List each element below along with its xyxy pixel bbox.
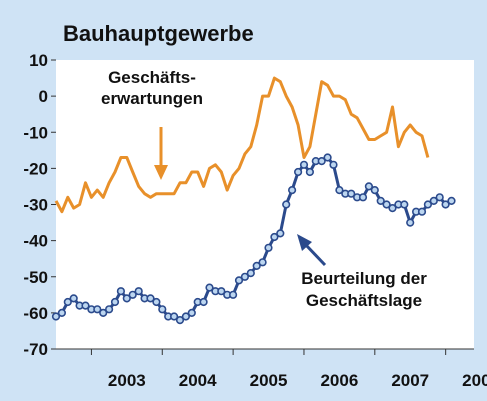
chart-title: Bauhauptgewerbe [63, 21, 254, 46]
data-point-lage [317, 157, 326, 166]
x-tick-label: 2005 [250, 371, 288, 390]
data-point-lage [104, 305, 114, 314]
annotation-lage-line: Beurteilung der [301, 269, 427, 288]
data-point-lage [270, 232, 279, 242]
annotation-lage-line: Geschäftslage [306, 291, 422, 310]
x-tick-label: 2006 [320, 371, 358, 390]
data-point-lage [122, 294, 131, 303]
data-point-lage [335, 186, 344, 195]
data-point-lage [51, 312, 61, 321]
data-point-lage [294, 167, 303, 177]
data-point-lage [347, 189, 356, 198]
data-point-lage [158, 305, 167, 314]
data-point-lage [329, 160, 338, 169]
y-tick-label: -50 [23, 268, 48, 287]
data-point-lage [99, 308, 108, 318]
data-point-lage [134, 287, 143, 296]
data-point-lage [116, 287, 125, 296]
data-point-lage [435, 193, 444, 202]
y-axis: 10 0 -10 -20 -30 -40 -50 -60 -70 [23, 51, 56, 359]
y-tick-label: -70 [23, 340, 48, 359]
data-point-lage [234, 276, 244, 285]
data-point-lage [382, 200, 391, 209]
series-layer [51, 76, 456, 325]
x-tick-label: 2003 [108, 371, 146, 390]
data-point-lage [364, 182, 374, 191]
annotation-erwartungen-line: erwartungen [101, 89, 203, 108]
data-point-lage [93, 305, 102, 314]
data-point-lage [423, 200, 433, 209]
data-point-lage [441, 200, 450, 209]
data-point-lage [264, 243, 273, 252]
x-tick-label: 2004 [179, 371, 217, 390]
data-point-lage [376, 196, 385, 205]
data-point-lage [358, 193, 368, 202]
data-point-lage [305, 167, 315, 177]
y-tick-label: -30 [23, 196, 48, 215]
data-point-lage [170, 312, 179, 321]
annotations: Geschäfts-erwartungen Beurteilung der Gesc… [101, 68, 427, 310]
data-point-lage [152, 297, 161, 307]
y-tick-label: 10 [29, 51, 48, 70]
x-tick-label: 2007 [391, 371, 429, 390]
x-tick-label: 2008 [462, 371, 487, 390]
annotation-lage-arrowhead [297, 234, 312, 251]
data-point-lage [187, 308, 196, 318]
data-point-lage [282, 200, 291, 209]
annotation-lage-arrow [303, 242, 327, 267]
x-axis: 2003 2004 2005 2006 2007 2008 [56, 348, 487, 390]
data-point-lage [447, 196, 456, 205]
data-point-lage [146, 294, 155, 303]
data-point-lage [400, 200, 409, 209]
data-point-lage [246, 269, 255, 278]
y-tick-label: -60 [23, 304, 48, 323]
data-point-lage [69, 294, 78, 303]
data-point-lage [217, 287, 226, 296]
data-point-lage [388, 204, 397, 213]
data-point-lage [128, 290, 137, 299]
data-point-lage [81, 301, 90, 310]
data-point-lage [429, 196, 438, 205]
y-tick-label: 0 [39, 87, 48, 106]
annotation-erwartungen-line: Geschäfts- [108, 68, 196, 87]
data-point-lage [252, 261, 261, 271]
data-point-lage [288, 186, 297, 195]
data-point-lage [258, 258, 267, 267]
data-point-lage [276, 229, 285, 238]
y-tick-label: -20 [23, 159, 48, 178]
data-point-lage [175, 316, 185, 325]
data-point-lage [417, 207, 427, 216]
data-point-lage [406, 218, 415, 227]
data-point-lage [323, 153, 332, 162]
data-point-lage [110, 297, 120, 307]
annotation-erwartungen-arrowhead [154, 165, 168, 180]
data-point-lage [299, 160, 309, 169]
data-point-lage [205, 283, 214, 292]
data-point-lage [240, 272, 249, 281]
data-point-lage [181, 312, 190, 321]
data-point-lage [63, 297, 72, 307]
y-tick-label: -10 [23, 123, 48, 142]
y-tick-label: -40 [23, 232, 48, 251]
data-point-lage [370, 186, 379, 195]
series-line-erwartungen [54, 76, 430, 214]
data-point-lage [57, 308, 67, 318]
data-point-lage [229, 290, 238, 299]
data-point-lage [199, 297, 208, 307]
